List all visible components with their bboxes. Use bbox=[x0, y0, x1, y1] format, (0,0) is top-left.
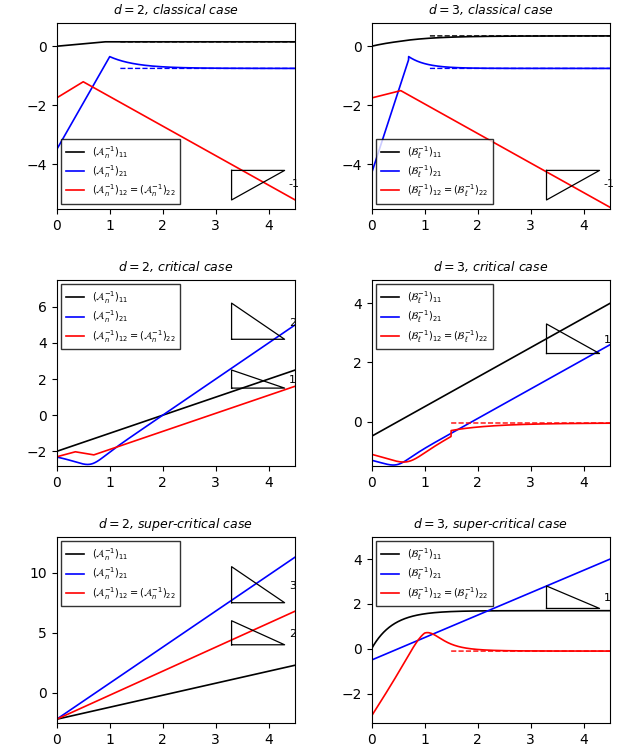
Text: -1: -1 bbox=[289, 178, 300, 189]
Text: 1: 1 bbox=[604, 335, 611, 345]
Legend: $(\mathcal{A}_n^{-1})_{11}$, $(\mathcal{A}_n^{-1})_{21}$, $(\mathcal{A}_n^{-1})_: $(\mathcal{A}_n^{-1})_{11}$, $(\mathcal{… bbox=[62, 139, 181, 204]
Text: 1: 1 bbox=[289, 375, 296, 385]
Text: 2: 2 bbox=[289, 629, 296, 639]
Title: $d = 2$, critical case: $d = 2$, critical case bbox=[118, 259, 233, 274]
Title: $d = 3$, classical case: $d = 3$, classical case bbox=[428, 2, 554, 17]
Legend: $(\mathcal{A}_n^{-1})_{11}$, $(\mathcal{A}_n^{-1})_{21}$, $(\mathcal{A}_n^{-1})_: $(\mathcal{A}_n^{-1})_{11}$, $(\mathcal{… bbox=[62, 285, 181, 349]
Title: $d = 2$, super-critical case: $d = 2$, super-critical case bbox=[99, 517, 253, 533]
Title: $d = 3$, critical case: $d = 3$, critical case bbox=[433, 259, 548, 274]
Legend: $(\mathcal{B}_\ell^{-1})_{11}$, $(\mathcal{B}_\ell^{-1})_{21}$, $(\mathcal{B}_\e: $(\mathcal{B}_\ell^{-1})_{11}$, $(\mathc… bbox=[376, 541, 493, 606]
Text: 3: 3 bbox=[289, 581, 296, 592]
Text: 1: 1 bbox=[604, 593, 611, 603]
Legend: $(\mathcal{A}_n^{-1})_{11}$, $(\mathcal{A}_n^{-1})_{21}$, $(\mathcal{A}_n^{-1})_: $(\mathcal{A}_n^{-1})_{11}$, $(\mathcal{… bbox=[62, 541, 181, 606]
Title: $d = 2$, classical case: $d = 2$, classical case bbox=[113, 2, 239, 17]
Title: $d = 3$, super-critical case: $d = 3$, super-critical case bbox=[413, 517, 568, 533]
Legend: $(\mathcal{B}_\ell^{-1})_{11}$, $(\mathcal{B}_\ell^{-1})_{21}$, $(\mathcal{B}_\e: $(\mathcal{B}_\ell^{-1})_{11}$, $(\mathc… bbox=[376, 139, 493, 204]
Text: 2: 2 bbox=[289, 318, 296, 328]
Legend: $(\mathcal{B}_\ell^{-1})_{11}$, $(\mathcal{B}_\ell^{-1})_{21}$, $(\mathcal{B}_\e: $(\mathcal{B}_\ell^{-1})_{11}$, $(\mathc… bbox=[376, 285, 493, 349]
Text: -1: -1 bbox=[604, 178, 615, 189]
